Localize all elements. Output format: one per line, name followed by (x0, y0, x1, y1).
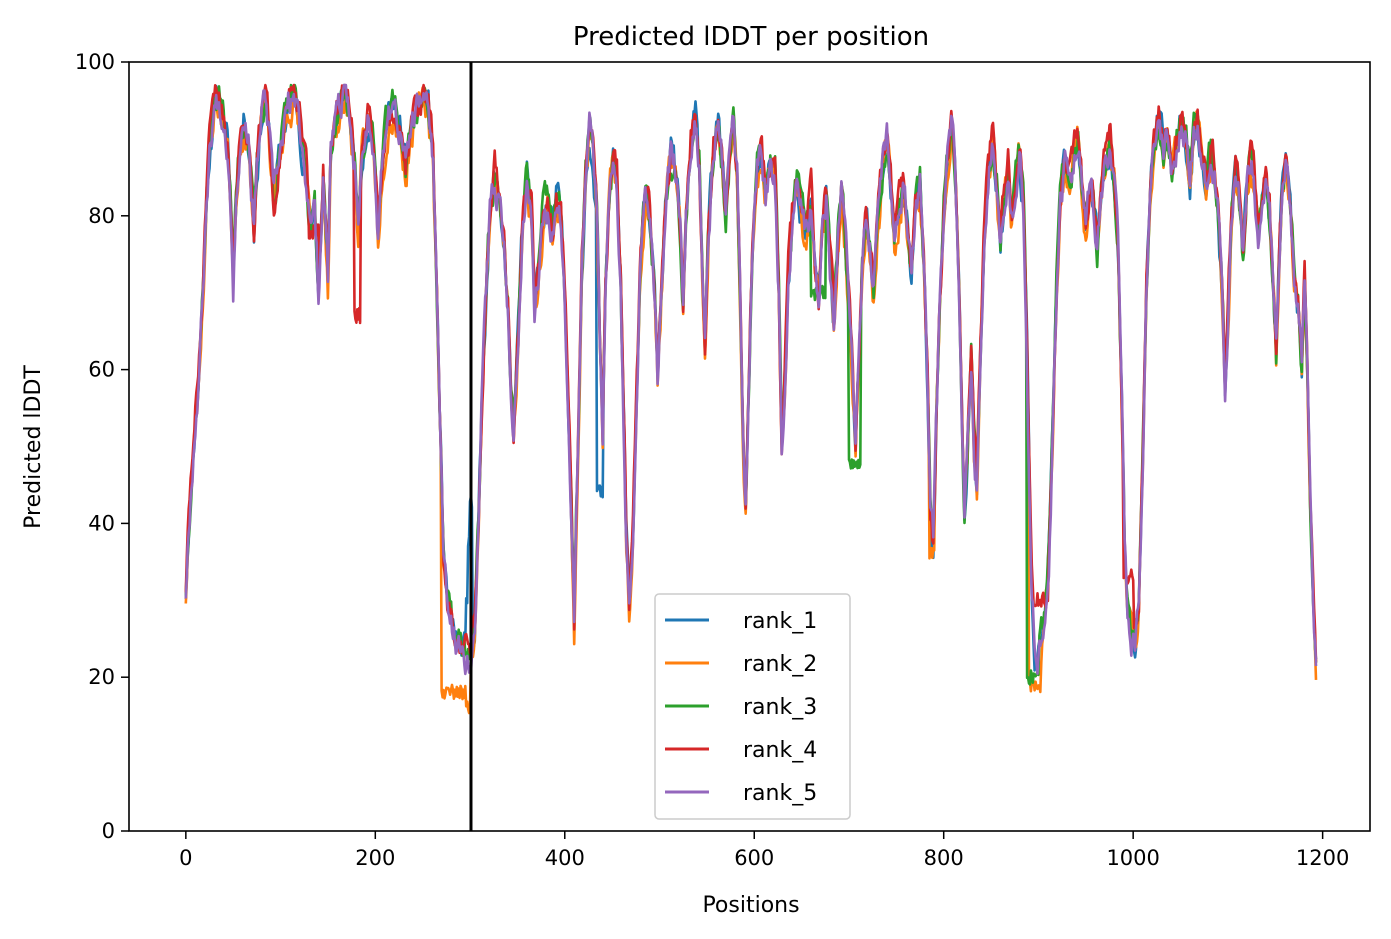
series-layer (184, 83, 1318, 715)
x-tick-label: 1200 (1296, 846, 1349, 870)
chart-title: Predicted lDDT per position (573, 22, 929, 52)
y-tick-label: 80 (88, 204, 115, 228)
legend: rank_1 rank_2 rank_3 rank_4 rank_5 (654, 593, 851, 820)
y-tick-label: 100 (75, 50, 115, 74)
x-axis-label: Positions (702, 893, 799, 918)
x-tick-label: 200 (355, 846, 395, 870)
legend-label-rank-3: rank_3 (743, 695, 817, 720)
x-tick-label: 800 (924, 846, 964, 870)
legend-label-rank-2: rank_2 (743, 652, 817, 677)
legend-label-rank-1: rank_1 (743, 609, 817, 634)
series-line-rank-5 (184, 83, 1318, 676)
x-tick-label: 400 (545, 846, 585, 870)
y-axis-label: Predicted lDDT (21, 365, 46, 529)
x-axis-ticks: 0 200 400 600 800 1000 1200 (179, 831, 1349, 870)
y-tick-label: 0 (102, 819, 115, 843)
y-axis-ticks: 0 20 40 60 80 100 (75, 50, 129, 843)
y-tick-label: 60 (88, 358, 115, 382)
x-tick-label: 1000 (1106, 846, 1159, 870)
plot-frame (128, 61, 1371, 832)
y-tick-label: 40 (88, 511, 115, 535)
legend-box (654, 593, 851, 820)
legend-label-rank-5: rank_5 (743, 781, 817, 806)
legend-label-rank-4: rank_4 (743, 738, 817, 763)
y-tick-label: 20 (88, 665, 115, 689)
x-tick-label: 0 (179, 846, 192, 870)
x-tick-label: 600 (734, 846, 774, 870)
